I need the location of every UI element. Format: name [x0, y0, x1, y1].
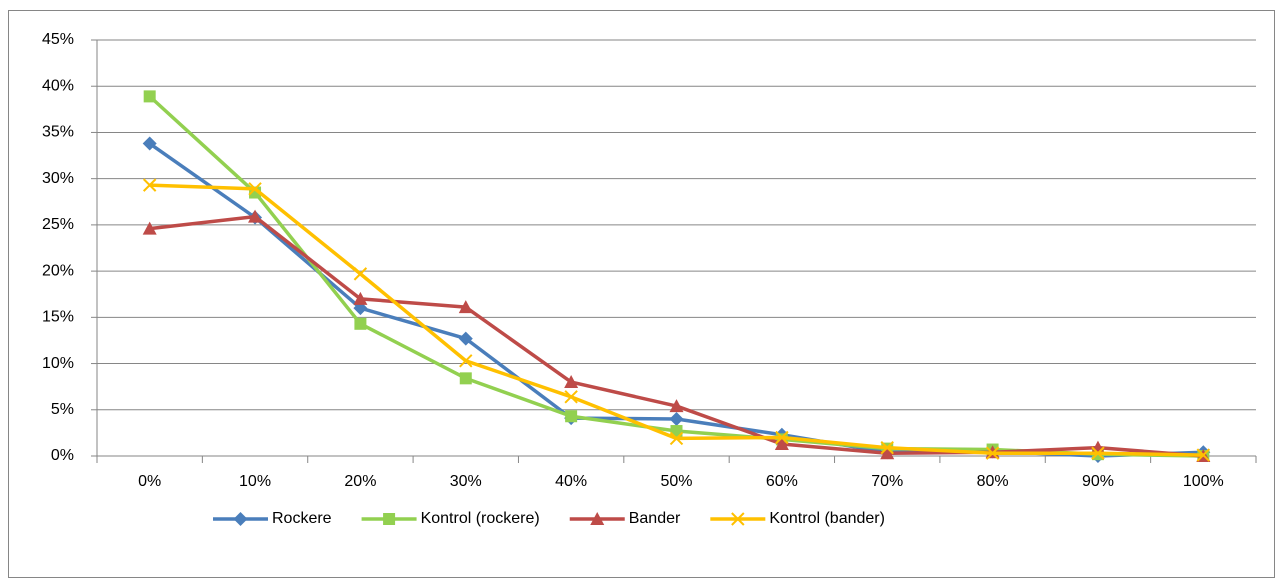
marker [458, 331, 473, 346]
x-tick-label: 10% [239, 473, 271, 490]
marker [353, 267, 368, 281]
marker [880, 440, 894, 455]
y-tick-label: 10% [42, 355, 74, 372]
marker [880, 446, 895, 460]
marker [458, 300, 473, 314]
x-tick-label: 20% [344, 473, 376, 490]
marker [142, 136, 157, 151]
marker [353, 291, 368, 305]
y-tick-label: 35% [42, 124, 74, 141]
marker [142, 178, 157, 192]
x-tick-label: 90% [1082, 473, 1114, 490]
legend-label: Rockere [272, 510, 332, 527]
x-tick-label: 40% [555, 473, 587, 490]
x-tick-label: 70% [871, 473, 903, 490]
marker [1091, 446, 1105, 460]
y-tick-label: 40% [42, 77, 74, 94]
legend-label: Kontrol (bander) [769, 510, 885, 527]
marker [669, 399, 684, 413]
marker [1196, 448, 1211, 462]
marker [774, 436, 789, 450]
x-tick-label: 0% [138, 473, 161, 490]
x-tick-label: 30% [450, 473, 482, 490]
y-tick-label: 30% [42, 170, 74, 187]
x-tick-label: 50% [660, 473, 692, 490]
x-tick-label: 60% [766, 473, 798, 490]
y-tick-label: 25% [42, 216, 74, 233]
legend-marker [383, 513, 396, 525]
y-tick-label: 5% [51, 401, 74, 418]
marker [459, 354, 473, 368]
x-tick-label: 80% [977, 473, 1009, 490]
marker [985, 446, 1000, 460]
marker [459, 372, 472, 385]
marker [354, 317, 367, 330]
legend-marker [731, 512, 745, 526]
y-tick-label: 20% [42, 262, 74, 279]
y-tick-label: 15% [42, 309, 74, 326]
chart-border [8, 10, 1275, 578]
marker [248, 209, 263, 223]
y-tick-label: 45% [42, 31, 74, 48]
legend-marker [233, 512, 248, 526]
marker [564, 375, 579, 389]
y-tick-label: 0% [51, 447, 74, 464]
x-tick-label: 100% [1183, 473, 1224, 490]
legend-label: Bander [629, 510, 681, 527]
marker [143, 90, 156, 103]
marker [669, 431, 684, 446]
marker [669, 412, 684, 427]
marker [248, 182, 262, 196]
marker [142, 221, 157, 235]
legend-label: Kontrol (rockere) [421, 510, 540, 527]
marker [565, 410, 578, 423]
marker [775, 430, 789, 445]
legend-marker [590, 512, 605, 525]
marker [564, 390, 578, 404]
